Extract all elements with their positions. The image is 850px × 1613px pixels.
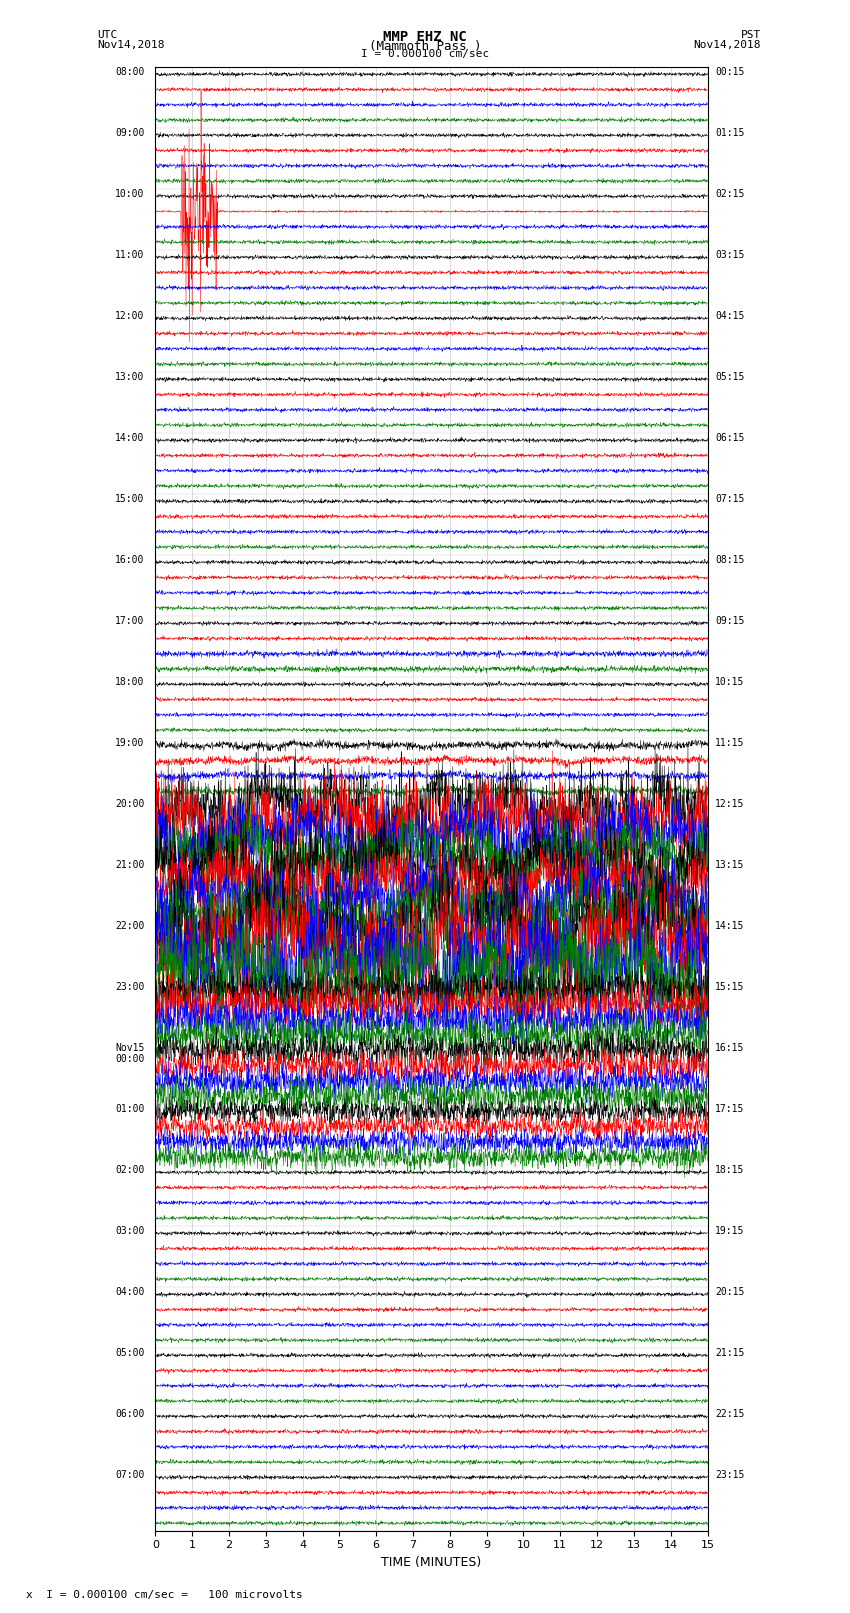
X-axis label: TIME (MINUTES): TIME (MINUTES) [382,1557,482,1569]
Text: 19:00: 19:00 [115,737,145,748]
Text: 13:15: 13:15 [715,860,745,869]
Text: 18:00: 18:00 [115,676,145,687]
Text: 09:15: 09:15 [715,616,745,626]
Text: 23:15: 23:15 [715,1469,745,1479]
Text: 21:00: 21:00 [115,860,145,869]
Text: 05:00: 05:00 [115,1348,145,1358]
Text: 10:00: 10:00 [115,189,145,198]
Text: 15:00: 15:00 [115,494,145,503]
Text: 11:15: 11:15 [715,737,745,748]
Text: 16:00: 16:00 [115,555,145,565]
Text: Nov14,2018: Nov14,2018 [98,39,165,50]
Text: I = 0.000100 cm/sec: I = 0.000100 cm/sec [361,50,489,60]
Text: 07:15: 07:15 [715,494,745,503]
Text: x  I = 0.000100 cm/sec =   100 microvolts: x I = 0.000100 cm/sec = 100 microvolts [26,1590,303,1600]
Text: 14:15: 14:15 [715,921,745,931]
Text: 20:00: 20:00 [115,798,145,808]
Text: PST: PST [740,31,761,40]
Text: 11:00: 11:00 [115,250,145,260]
Text: 02:00: 02:00 [115,1165,145,1174]
Text: 20:15: 20:15 [715,1287,745,1297]
Text: 13:00: 13:00 [115,371,145,382]
Text: 14:00: 14:00 [115,432,145,442]
Text: 00:15: 00:15 [715,66,745,76]
Text: 03:00: 03:00 [115,1226,145,1236]
Text: 02:15: 02:15 [715,189,745,198]
Text: 07:00: 07:00 [115,1469,145,1479]
Text: 09:00: 09:00 [115,127,145,137]
Text: 22:15: 22:15 [715,1408,745,1419]
Text: 06:00: 06:00 [115,1408,145,1419]
Text: 12:00: 12:00 [115,311,145,321]
Text: 05:15: 05:15 [715,371,745,382]
Text: 10:15: 10:15 [715,676,745,687]
Text: 01:15: 01:15 [715,127,745,137]
Text: 12:15: 12:15 [715,798,745,808]
Text: 03:15: 03:15 [715,250,745,260]
Text: 23:00: 23:00 [115,982,145,992]
Text: MMP EHZ NC: MMP EHZ NC [383,31,467,44]
Text: 08:00: 08:00 [115,66,145,76]
Text: UTC: UTC [98,31,118,40]
Text: 15:15: 15:15 [715,982,745,992]
Text: (Mammoth Pass ): (Mammoth Pass ) [369,39,481,53]
Text: 04:00: 04:00 [115,1287,145,1297]
Text: 01:00: 01:00 [115,1103,145,1113]
Text: 17:15: 17:15 [715,1103,745,1113]
Text: 06:15: 06:15 [715,432,745,442]
Text: 16:15: 16:15 [715,1042,745,1053]
Text: Nov14,2018: Nov14,2018 [694,39,761,50]
Text: 19:15: 19:15 [715,1226,745,1236]
Text: 04:15: 04:15 [715,311,745,321]
Text: 17:00: 17:00 [115,616,145,626]
Text: 22:00: 22:00 [115,921,145,931]
Text: 08:15: 08:15 [715,555,745,565]
Text: Nov15
00:00: Nov15 00:00 [115,1042,145,1065]
Text: 18:15: 18:15 [715,1165,745,1174]
Text: 21:15: 21:15 [715,1348,745,1358]
